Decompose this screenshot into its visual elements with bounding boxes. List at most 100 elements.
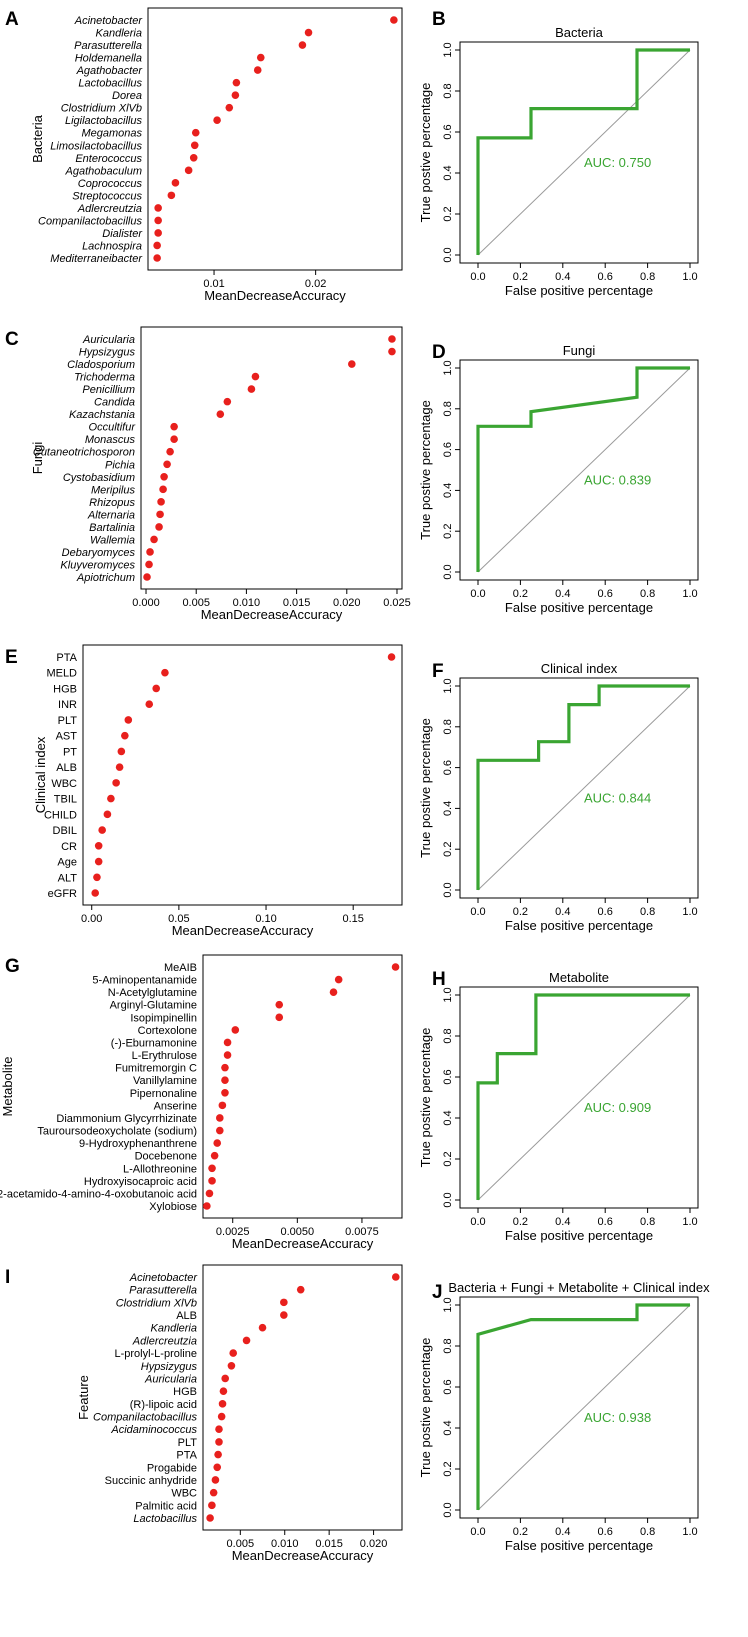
panel-i-category-label: (R)-lipoic acid xyxy=(130,1399,197,1411)
panel-b-roc-chart: B Bacteria 0.0 0.0 0.2 0.2 0.4 0.4 0.6 0.6 0.8 0.8 1… xyxy=(418,9,699,298)
panel-a-data-point xyxy=(225,103,234,112)
panel-i-label: I xyxy=(5,1267,10,1288)
panel-i-category-label: Palmitic acid xyxy=(135,1500,197,1512)
panel-i-category-label: Progabide xyxy=(147,1462,197,1474)
panel-e-x-tick-label: 0.10 xyxy=(255,913,276,925)
panel-c-category-label: Meripilus xyxy=(91,484,136,496)
panel-g-category-label: Pipernonaline xyxy=(130,1088,197,1100)
panel-b-auc-annotation: AUC: 0.750 xyxy=(584,155,651,170)
panel-a-data-point xyxy=(304,28,313,37)
panel-e-category-label: TBIL xyxy=(54,794,77,806)
panel-g-data-point xyxy=(329,988,338,996)
panel-h-title: Metabolite xyxy=(549,970,609,985)
panel-g-data-point xyxy=(215,1114,224,1122)
panel-j-y-axis-title: True postive percentage xyxy=(418,1338,433,1478)
panel-c-category-label: Occultifur xyxy=(89,422,137,434)
panel-i-category-label: Hypsizygus xyxy=(141,1361,198,1373)
panel-i-data-point xyxy=(217,1412,226,1421)
panel-i-plot-frame xyxy=(202,1264,403,1531)
panel-a-y-axis-title: Bacteria xyxy=(30,114,45,162)
panel-c-data-point xyxy=(251,372,260,381)
panel-f-x-tick-label: 0.8 xyxy=(640,906,655,918)
panel-h-label: H xyxy=(432,969,446,990)
panel-i-x-tick-label: 0.005 xyxy=(227,1538,255,1550)
panel-e-category-label: HGB xyxy=(53,683,77,695)
panel-i-dotchart: I AcinetobacterParasutterellaClostridium … xyxy=(5,1264,403,1563)
panel-c-category-label: Cystobasidium xyxy=(63,472,135,484)
panel-e-data-point xyxy=(161,668,169,677)
panel-f-x-tick-label: 1.0 xyxy=(682,906,697,918)
panel-a-category-label: Acinetobacter xyxy=(74,15,144,27)
panel-d-y-tick-label: 0.4 xyxy=(442,483,454,498)
panel-h-roc-curve xyxy=(476,993,690,1200)
panel-f-x-tick-label: 0.6 xyxy=(598,906,613,918)
panel-g-data-point xyxy=(218,1101,227,1110)
panel-h-x-axis-title: False positive percentage xyxy=(505,1228,653,1243)
panel-c-category-label: Kluyveromyces xyxy=(60,559,135,571)
panel-g-x-tick-label: 0.0075 xyxy=(345,1226,379,1238)
panel-c-category-label: Rhizopus xyxy=(89,497,135,509)
panel-d-x-tick-label: 0.8 xyxy=(640,588,655,600)
panel-d-y-tick-label: 0.6 xyxy=(442,442,454,457)
panel-g-category-label: Anserine xyxy=(154,1100,197,1112)
panel-e-data-point xyxy=(121,731,129,740)
panel-c-y-axis-title: Fungi xyxy=(30,442,45,475)
panel-a-data-point xyxy=(232,78,241,87)
panel-f-y-axis-title: True postive percentage xyxy=(418,718,433,858)
panel-e-category-label: eGFR xyxy=(48,888,77,900)
panel-f-y-tick-label: 0.8 xyxy=(442,719,454,734)
panel-c-data-point xyxy=(170,422,178,431)
panel-h-x-tick-label: 1.0 xyxy=(682,1216,697,1228)
panel-h-auc-annotation: AUC: 0.909 xyxy=(584,1100,651,1115)
panel-b-y-tick-label: 0.2 xyxy=(442,206,454,221)
panel-d-x-axis-title: False positive percentage xyxy=(505,600,653,615)
panel-e-category-label: DBIL xyxy=(53,825,77,837)
panel-c-x-tick-label: 0.015 xyxy=(283,597,311,609)
panel-e-data-point xyxy=(115,763,124,771)
panel-f-label: F xyxy=(432,661,444,682)
panel-e-data-point xyxy=(94,842,103,850)
panel-e-category-label: PTA xyxy=(56,652,77,664)
panel-j-y-tick-label: 0.0 xyxy=(442,1502,454,1517)
panel-c-data-point xyxy=(157,498,165,506)
panel-g-data-point xyxy=(221,1063,229,1072)
panel-e-x-tick-label: 0.15 xyxy=(342,913,363,925)
panel-b-x-tick-label: 0.4 xyxy=(555,271,570,283)
panel-d-diagonal-reference xyxy=(477,367,691,573)
panel-d-auc-annotation: AUC: 0.839 xyxy=(584,472,651,487)
panel-i-data-point xyxy=(215,1425,223,1434)
panel-j-y-tick-label: 0.2 xyxy=(442,1461,454,1476)
panel-i-data-point xyxy=(211,1476,220,1484)
panel-h-x-tick-label: 0.6 xyxy=(598,1216,613,1228)
panel-b-x-tick-label: 0.2 xyxy=(513,271,528,283)
panel-a-category-label: Enterococcus xyxy=(75,153,142,165)
panel-e-data-point xyxy=(124,716,133,724)
panel-c-x-tick-label: 0.005 xyxy=(182,597,210,609)
panel-a-plot-frame xyxy=(147,7,403,271)
panel-c-dotchart: C AuriculariaHypsizygusCladosporiumTricho… xyxy=(5,326,411,622)
panel-h-x-tick-label: 0.0 xyxy=(470,1216,485,1228)
panel-g-category-label: Diammonium Glycyrrhizinate xyxy=(56,1113,197,1125)
panel-i-category-label: HGB xyxy=(173,1386,197,1398)
panel-a-data-point xyxy=(253,66,262,74)
panel-c-category-label: Cladosporium xyxy=(67,359,135,371)
panel-i-category-label: Succinic anhydride xyxy=(105,1475,197,1487)
panel-i-x-tick-label: 0.015 xyxy=(315,1538,343,1550)
panel-d-title: Fungi xyxy=(563,343,596,358)
panel-c-category-label: Cutaneotrichosporon xyxy=(33,447,135,459)
panel-b-y-tick-label: 0.0 xyxy=(442,247,454,262)
panel-c-category-label: Candida xyxy=(94,397,135,409)
panel-c-x-tick-label: 0.010 xyxy=(233,597,261,609)
panel-c-x-axis-title: MeanDecreaseAccuracy xyxy=(201,607,343,622)
panel-a-data-point xyxy=(153,241,161,250)
panel-f-roc-curve xyxy=(476,684,690,890)
panel-a-category-label: Lachnospira xyxy=(82,240,142,252)
panel-i-category-label: PTA xyxy=(176,1450,197,1462)
panel-a-category-label: Agathobacter xyxy=(76,65,144,77)
panel-c-data-point xyxy=(223,397,232,406)
panel-g-category-label: (-)-Eburnamonine xyxy=(111,1037,197,1049)
panel-h-y-axis-title: True postive percentage xyxy=(418,1028,433,1168)
panel-a-data-point xyxy=(190,141,199,150)
panel-c-data-point xyxy=(143,573,151,581)
panel-a-category-label: Ligilactobacillus xyxy=(65,115,143,127)
